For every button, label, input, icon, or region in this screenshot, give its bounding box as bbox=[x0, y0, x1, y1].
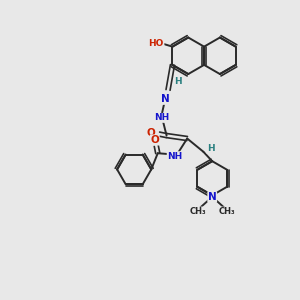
Text: N: N bbox=[208, 192, 217, 202]
Text: O: O bbox=[150, 135, 159, 145]
Text: CH₃: CH₃ bbox=[189, 207, 206, 216]
Text: N: N bbox=[161, 94, 170, 104]
Text: HO: HO bbox=[148, 39, 164, 48]
Text: H: H bbox=[207, 144, 214, 153]
Text: O: O bbox=[146, 128, 155, 138]
Text: NH: NH bbox=[167, 152, 182, 161]
Text: NH: NH bbox=[154, 113, 170, 122]
Text: CH₃: CH₃ bbox=[219, 207, 235, 216]
Text: H: H bbox=[175, 76, 182, 85]
